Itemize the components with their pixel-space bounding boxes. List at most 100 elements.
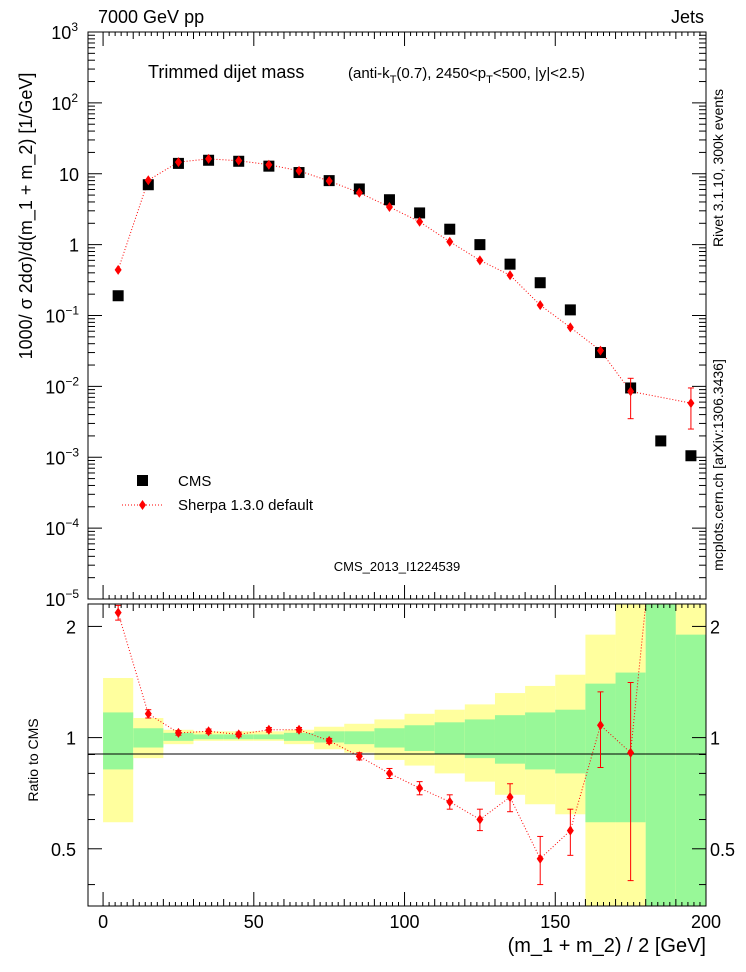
sherpa-data-point	[536, 300, 544, 311]
ratio-data-point	[566, 825, 574, 836]
cms-data-point	[414, 207, 426, 219]
ratio-data-point	[235, 729, 243, 740]
sherpa-data-point	[687, 398, 695, 409]
main-y-tick-label: 10−3	[45, 445, 79, 468]
x-tick-label: 150	[540, 912, 570, 932]
ratio-y-tick-label-right: 1	[710, 729, 720, 749]
ratio-band-green	[555, 709, 586, 774]
ratio-data-point	[385, 768, 393, 779]
ratio-data-point	[627, 747, 635, 758]
cms-data-point	[534, 277, 546, 289]
ratio-band-green	[464, 719, 495, 759]
x-tick-labels: 0 50 100 150 200	[98, 912, 721, 932]
sherpa-data-point	[416, 216, 424, 227]
legend: CMS Sherpa 1.3.0 default	[122, 473, 314, 514]
ratio-y-tick-labels: 0.5 0.5 1 1 2 2	[51, 617, 735, 859]
cms-data-point	[444, 223, 456, 235]
legend-cms-marker	[137, 475, 148, 486]
ratio-band-green	[434, 722, 465, 755]
ratio-y-axis-label: Ratio to CMS	[25, 718, 41, 801]
sherpa-data-point	[476, 255, 484, 266]
x-tick-label: 50	[244, 912, 264, 932]
x-tick-label: 0	[98, 912, 108, 932]
cms-data-point	[685, 450, 697, 462]
ratio-data-point	[144, 708, 152, 719]
ratio-band-green	[525, 712, 556, 770]
main-y-tick-label: 1	[69, 236, 79, 256]
legend-sherpa-label: Sherpa 1.3.0 default	[178, 497, 314, 514]
main-y-tick-label: 102	[51, 91, 78, 114]
ratio-axis-ticks	[88, 604, 707, 906]
cms-data-point	[112, 290, 124, 302]
ratio-band-green	[103, 712, 134, 770]
chart-subtitle: (anti-kT(0.7), 2450<pT<500, |y|<2.5)	[348, 65, 585, 86]
sherpa-data-point	[506, 270, 514, 281]
main-y-tick-label: 103	[51, 20, 78, 43]
ratio-band-green	[133, 728, 164, 748]
sherpa-series-line	[117, 158, 691, 404]
sherpa-line	[117, 158, 691, 404]
main-y-tick-label: 10	[59, 165, 79, 185]
sherpa-data-point	[446, 236, 454, 247]
ratio-data-point	[265, 724, 273, 735]
ratio-y-tick-label: 0.5	[51, 840, 76, 860]
ratio-data-point	[446, 796, 454, 807]
ratio-band-green	[193, 734, 224, 740]
ratio-data-point	[596, 720, 604, 731]
ratio-band-green	[344, 731, 375, 745]
ratio-data-point	[205, 726, 213, 737]
main-y-axis-label: 1000/ σ 2dσ)/d(m_1 + m_2) [1/GeV]	[16, 73, 37, 360]
ratio-band-green	[404, 725, 435, 751]
legend-cms-label: CMS	[178, 473, 211, 490]
sherpa-series	[114, 153, 695, 430]
cms-data-point	[383, 194, 395, 206]
ratio-data-point	[476, 814, 484, 825]
ratio-y-tick-label: 1	[66, 729, 76, 749]
ratio-data-point	[506, 792, 514, 803]
ratio-data-point	[416, 783, 424, 794]
sherpa-data-point	[566, 322, 574, 333]
ratio-band-green	[253, 734, 284, 740]
ratio-uncertainty-bands	[103, 604, 706, 906]
ratio-data-point	[355, 751, 363, 762]
ratio-band-green	[645, 604, 676, 906]
sherpa-data-point	[205, 153, 213, 164]
sherpa-data-point	[144, 175, 152, 186]
sherpa-data-point	[295, 165, 303, 176]
main-y-tick-label: 10−4	[45, 516, 79, 539]
ratio-y-tick-label: 2	[66, 617, 76, 637]
cms-data-point	[504, 258, 516, 270]
ratio-band-green	[494, 715, 526, 764]
ratio-data-point	[536, 853, 544, 864]
cms-data-point	[564, 304, 576, 316]
chart-title: Trimmed dijet mass	[148, 62, 304, 82]
sherpa-data-point	[174, 157, 182, 168]
ratio-y-tick-label-right: 0.5	[710, 840, 735, 860]
sherpa-data-point	[627, 386, 635, 397]
sherpa-data-point	[325, 176, 333, 187]
rivet-version-label: Rivet 3.1.10, 300k events	[710, 89, 726, 247]
ratio-band-green	[374, 728, 405, 748]
main-y-tick-label: 10−5	[45, 587, 79, 610]
ratio-data-point	[114, 607, 122, 618]
sherpa-data-point	[265, 159, 273, 170]
x-tick-label: 200	[691, 912, 721, 932]
ratio-data-point	[174, 727, 182, 738]
sherpa-data-point	[385, 201, 393, 212]
ratio-band-green	[675, 634, 706, 906]
cms-data-point	[474, 239, 486, 251]
sherpa-data-point	[114, 264, 122, 275]
ratio-series	[114, 604, 635, 886]
x-axis-label: (m_1 + m_2) / 2 [GeV]	[508, 935, 706, 957]
sherpa-data-point	[596, 345, 604, 356]
ratio-band-green	[283, 732, 315, 741]
main-axis-ticks	[88, 31, 707, 600]
ratio-data-point	[295, 724, 303, 735]
sherpa-data-point	[355, 187, 363, 198]
collision-label: 7000 GeV pp	[98, 7, 204, 27]
legend-sherpa-marker	[139, 500, 146, 510]
ratio-data-point	[325, 735, 333, 746]
x-tick-label: 100	[390, 912, 420, 932]
